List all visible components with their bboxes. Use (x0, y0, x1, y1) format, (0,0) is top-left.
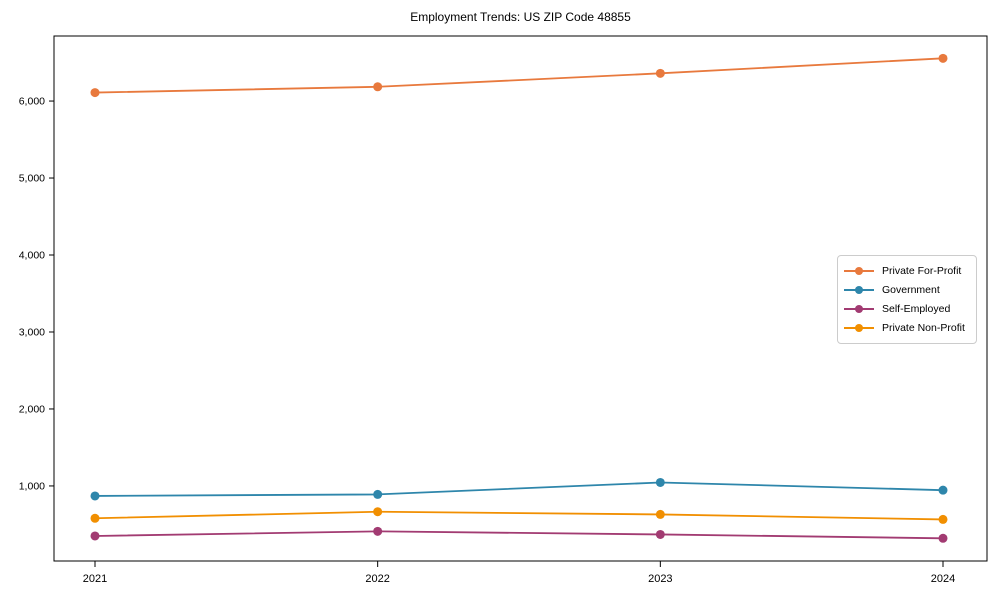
data-point-self-employed-2022 (373, 526, 383, 536)
data-point-private-for-profit-2024 (938, 53, 948, 63)
legend-line-marker-self-employed (844, 305, 874, 313)
legend: Private For-Profit Government Self-Employe… (837, 255, 977, 344)
data-point-government-2022 (373, 489, 383, 499)
legend-label: Self-Employed (882, 303, 951, 315)
y-axis-tick-label: 3,000 (19, 326, 45, 338)
y-axis-tick-label: 4,000 (19, 250, 45, 262)
legend-marker-dot (855, 324, 863, 332)
data-point-self-employed-2021 (90, 531, 100, 541)
legend-line-marker-government (844, 286, 874, 294)
y-axis-tick-label: 6,000 (19, 96, 45, 108)
series-line-private-for-profit (94, 57, 944, 94)
series-line-government (94, 481, 944, 497)
legend-label: Private For-Profit (882, 265, 962, 277)
legend-item-self-employed: Self-Employed (844, 300, 970, 318)
legend-label: Government (882, 284, 940, 296)
plot-border (53, 35, 988, 562)
legend-item-government: Government (844, 281, 970, 299)
data-point-private-for-profit-2021 (90, 88, 100, 98)
data-point-government-2021 (90, 491, 100, 501)
legend-marker-dot (855, 267, 863, 275)
data-point-private-for-profit-2022 (373, 82, 383, 92)
y-axis-tick-label: 2,000 (19, 403, 45, 415)
legend-marker-dot (855, 305, 863, 313)
y-axis-tick-label: 5,000 (19, 173, 45, 185)
legend-item-private-for-profit: Private For-Profit (844, 262, 970, 280)
data-point-self-employed-2023 (655, 529, 665, 539)
data-point-self-employed-2024 (938, 533, 948, 543)
data-point-government-2023 (655, 477, 665, 487)
data-point-private-non-profit-2022 (373, 507, 383, 517)
x-axis-tick-label: 2024 (931, 573, 955, 585)
chart-title: Employment Trends: US ZIP Code 48855 (410, 10, 631, 24)
x-axis-tick-label: 2021 (83, 573, 107, 585)
series-line-self-employed (94, 530, 944, 540)
data-point-private-for-profit-2023 (655, 68, 665, 78)
y-axis-tick-label: 1,000 (19, 480, 45, 492)
data-point-private-non-profit-2023 (655, 509, 665, 519)
data-point-private-non-profit-2024 (938, 514, 948, 524)
legend-marker-dot (855, 286, 863, 294)
x-axis-tick-label: 2023 (648, 573, 672, 585)
legend-label: Private Non-Profit (882, 322, 965, 334)
legend-item-private-non-profit: Private Non-Profit (844, 319, 970, 337)
legend-line-marker-private-for-profit (844, 267, 874, 275)
legend-line-marker-private-non-profit (844, 324, 874, 332)
series-line-private-non-profit (94, 510, 944, 521)
x-axis-tick-label: 2022 (365, 573, 389, 585)
data-point-government-2024 (938, 485, 948, 495)
data-point-private-non-profit-2021 (90, 513, 100, 523)
